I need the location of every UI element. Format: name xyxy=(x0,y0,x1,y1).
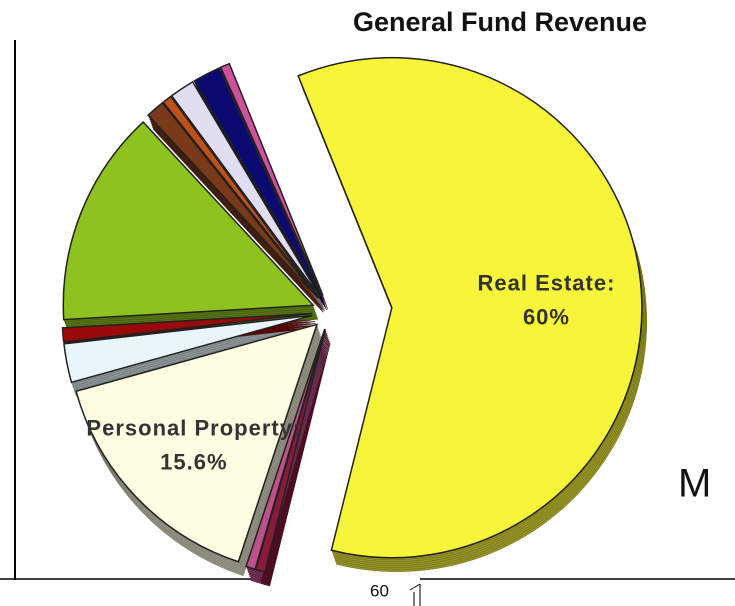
slice xyxy=(193,66,323,297)
axis-fragment xyxy=(409,583,421,591)
slice-label: Personal Property: xyxy=(86,415,301,440)
annotation: M xyxy=(678,462,711,506)
slice xyxy=(170,80,321,298)
slice xyxy=(63,314,313,384)
slice-label: Real Estate: xyxy=(477,271,615,296)
slice xyxy=(245,328,326,571)
slice xyxy=(62,121,315,321)
slice xyxy=(61,312,313,343)
value-label: 15.6% xyxy=(160,449,227,474)
slice xyxy=(75,323,319,563)
slice xyxy=(162,95,320,299)
slice xyxy=(297,56,643,559)
slice xyxy=(219,62,324,296)
annotation: 60 xyxy=(370,581,389,600)
slice xyxy=(147,101,319,299)
chart-title: General Fund Revenue xyxy=(353,7,647,37)
value-label: 60% xyxy=(523,305,570,330)
